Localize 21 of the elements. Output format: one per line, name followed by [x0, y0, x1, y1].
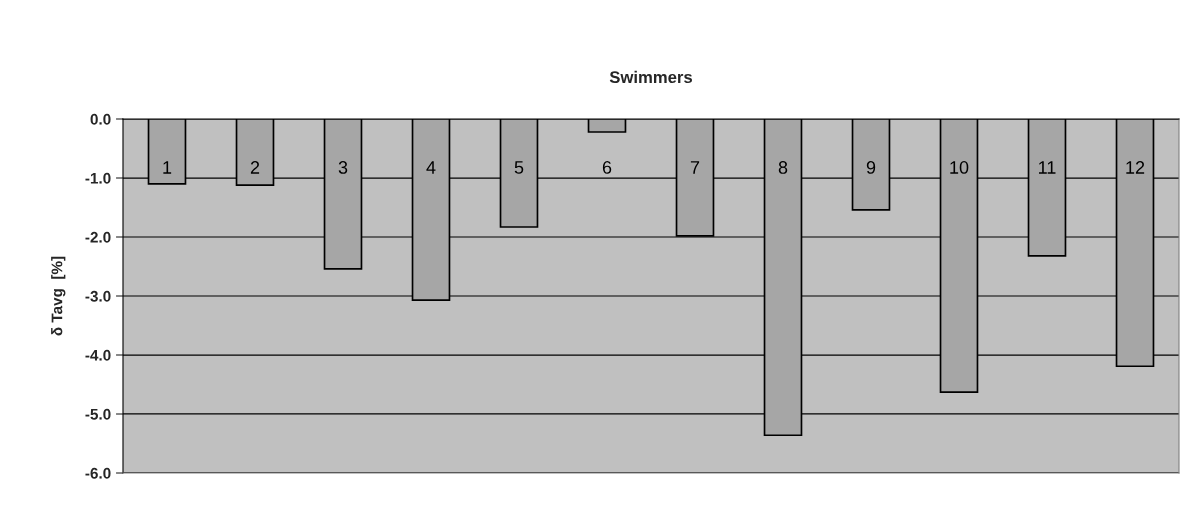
x-tick-label: 4	[426, 161, 436, 174]
x-tick-label: 6	[602, 161, 612, 174]
y-tick-label: -1.0	[85, 172, 111, 184]
x-tick-label: 5	[514, 161, 524, 174]
x-tick-label: 8	[778, 161, 788, 174]
x-tick-label: 2	[250, 161, 260, 174]
y-tick-label: -3.0	[85, 290, 111, 302]
y-axis-title: δ Tavg [%]	[51, 256, 66, 336]
x-tick-label: 3	[338, 161, 348, 174]
x-tick-label: 10	[950, 161, 969, 174]
y-tick-label: 0.0	[90, 113, 111, 125]
x-tick-label: 1	[163, 161, 172, 174]
x-tick-label: 12	[1126, 161, 1145, 174]
x-tick-label: 9	[866, 161, 876, 174]
y-tick-label: -6.0	[85, 467, 111, 479]
y-tick-label: -2.0	[85, 231, 111, 243]
y-tick-label: -4.0	[85, 349, 111, 361]
x-tick-label: 11	[1039, 161, 1056, 174]
chart-title: Swimmers	[609, 70, 692, 84]
y-tick-label: -5.0	[85, 408, 111, 420]
x-tick-label: 7	[690, 161, 700, 174]
